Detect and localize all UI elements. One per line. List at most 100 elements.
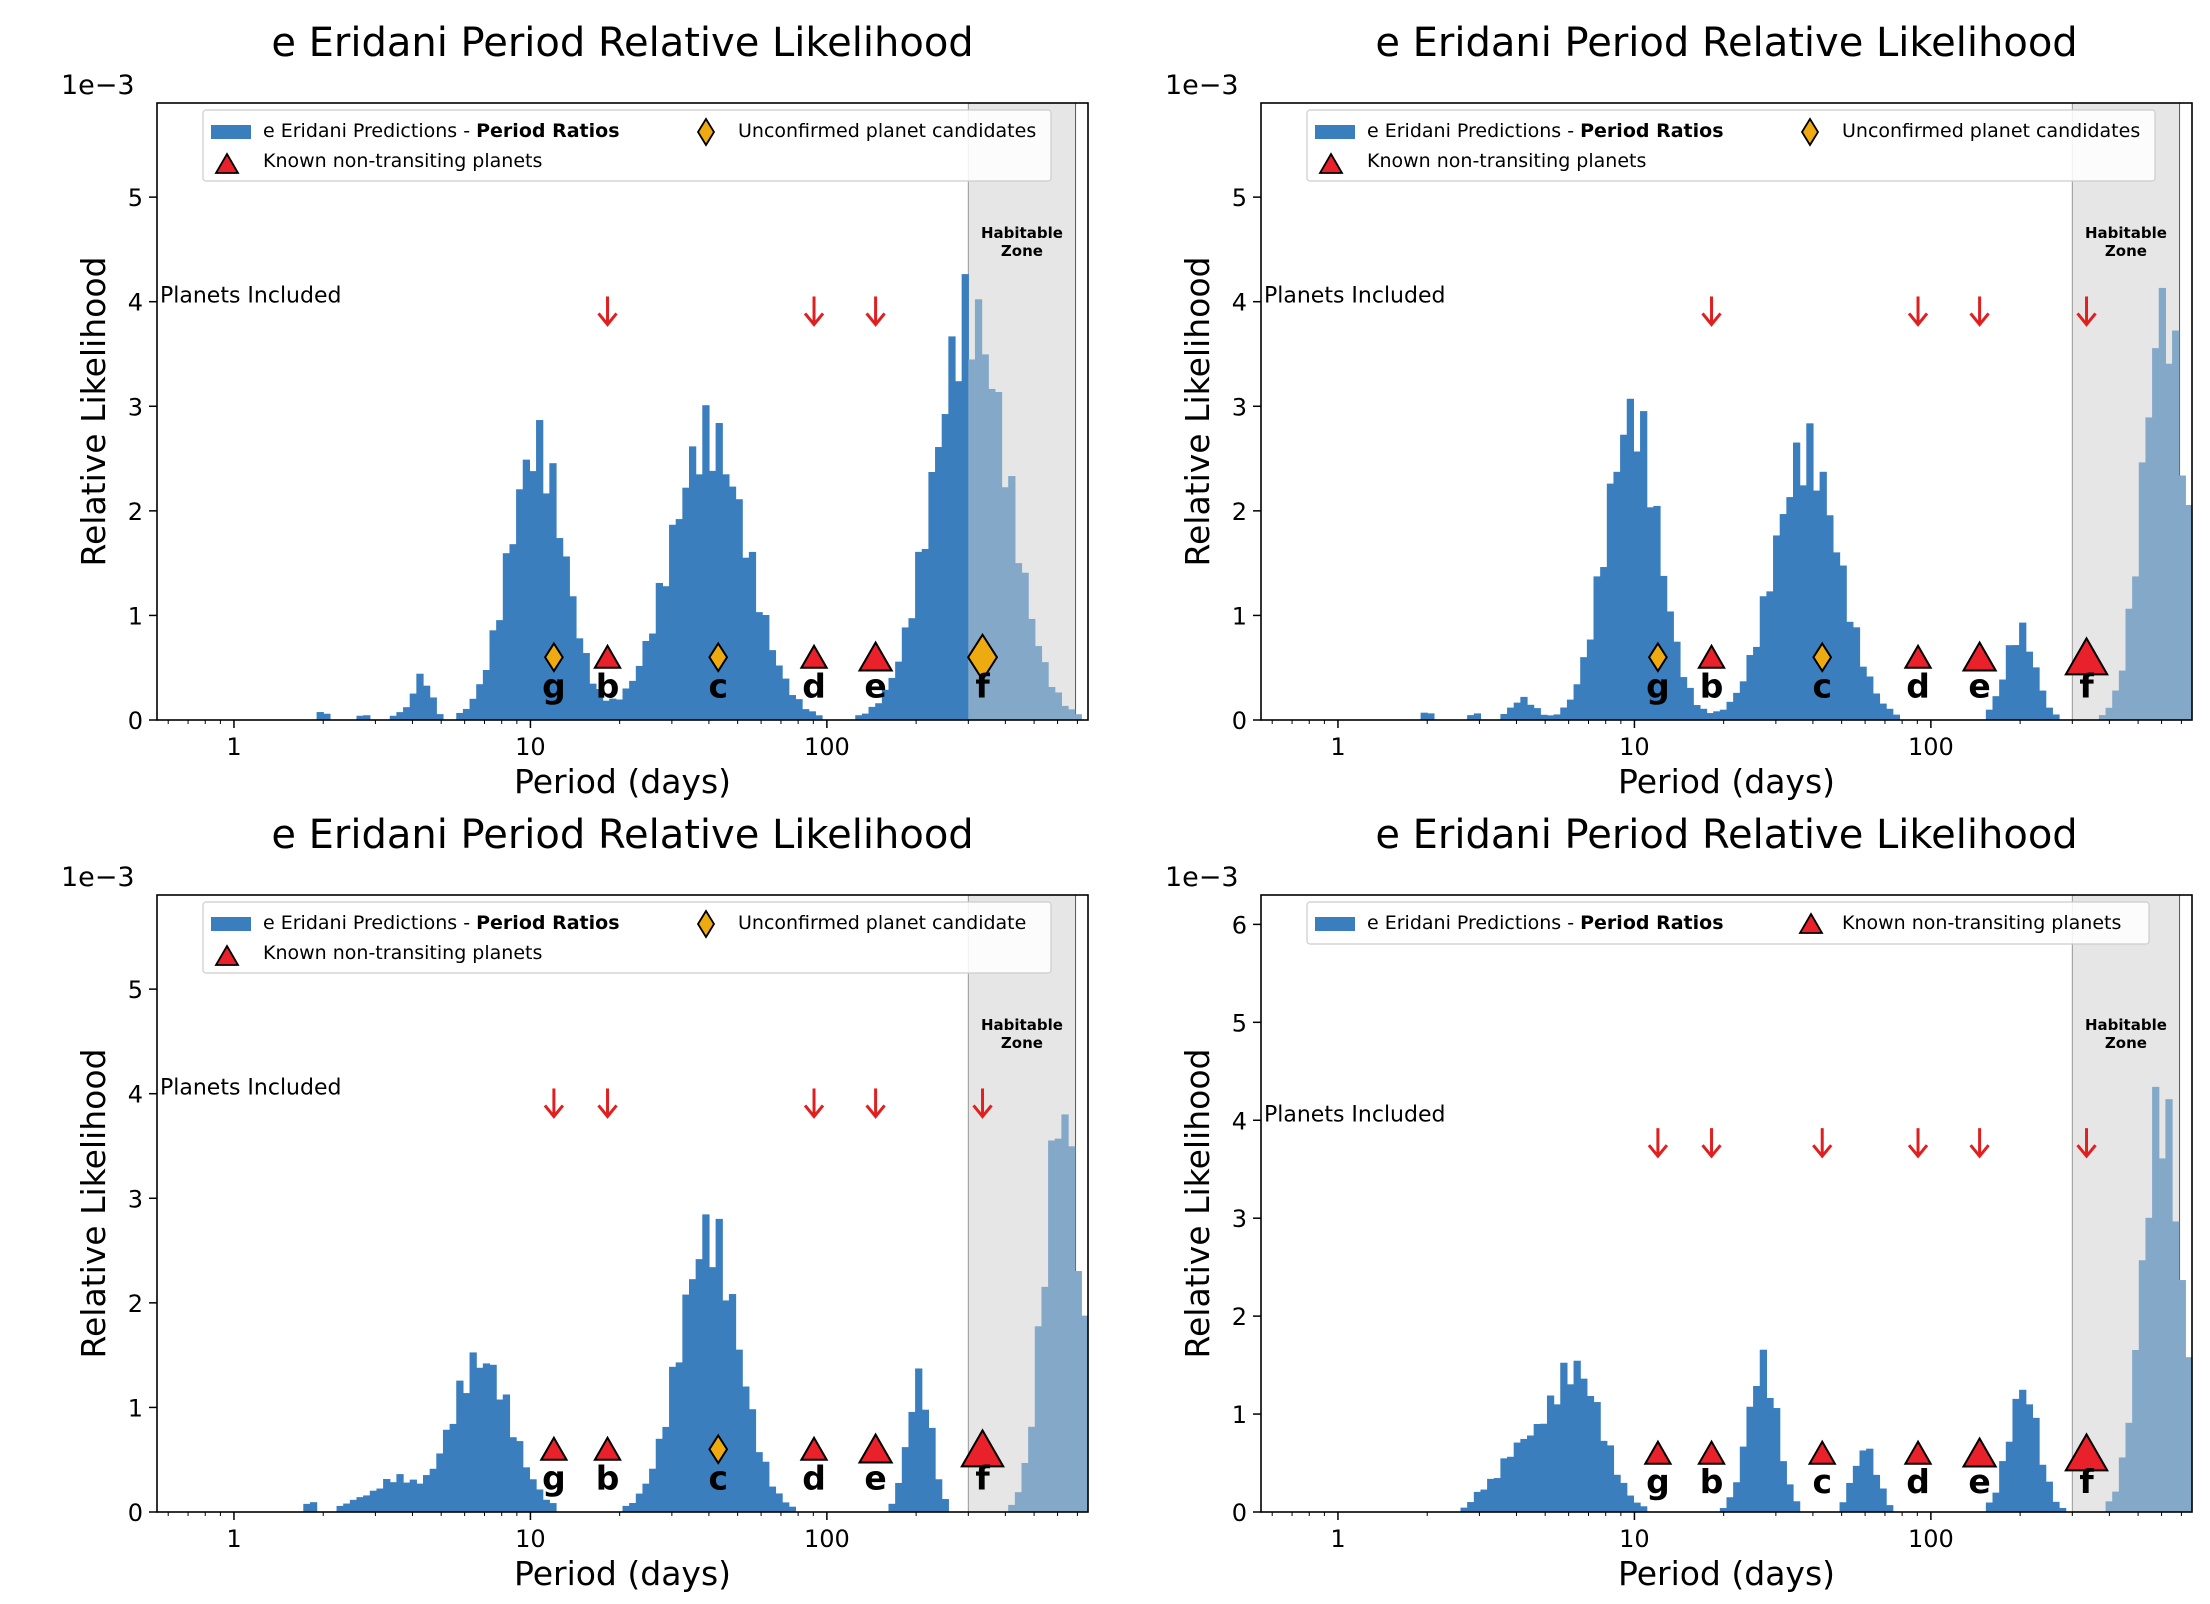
histogram-bar [2052,714,2060,720]
histogram-bar [1553,714,1561,720]
histogram-bar [1034,646,1043,720]
histogram-bar [715,1218,723,1512]
x-tick-label: 10 [515,733,546,761]
histogram-bar [1041,662,1049,720]
histogram-bar [542,493,550,720]
histogram-bar [1540,1423,1548,1512]
x-axis-label: Period (days) [1618,1554,1835,1593]
axes-frame [156,102,1089,721]
histogram-bar [868,706,876,720]
histogram-bar [389,715,397,720]
histogram-bar [516,489,524,720]
histogram-bar [1034,1326,1043,1512]
histogram-bar [1560,707,1568,720]
histogram-bar [928,471,936,720]
planet-triangle-marker [799,1435,829,1461]
planet-diamond-marker [543,641,564,673]
habitable-zone-label: Habitable [981,1016,1063,1034]
histogram-bar [655,582,663,720]
histogram-bar [1500,713,1508,720]
legend-series-text: e Eridani Predictions - [1367,912,1580,934]
legend-triangle-marker [1798,912,1824,934]
histogram-bar [1733,1482,1741,1512]
planet-included-arrow [1701,1128,1722,1159]
histogram-bar [775,665,783,720]
histogram-bar [2112,690,2120,720]
histogram-bar [1546,715,1555,720]
planet-triangle-marker [1807,1439,1837,1465]
legend-box [202,901,1052,974]
histogram-bar [1593,576,1601,720]
histogram-bar [549,1503,557,1512]
arrow-head [803,1104,825,1119]
histogram-bar [2172,330,2180,720]
histogram-bar [1480,1489,1488,1512]
x-tick-label: 100 [1908,1525,1954,1553]
histogram-bar [1014,1492,1023,1512]
y-axis-label: Relative Likelihood [1178,1049,1217,1359]
histogram-bar [502,1394,511,1512]
legend-triangle-marker [214,944,240,966]
planet-triangle-marker [2064,1432,2109,1472]
arrow-head [2076,1144,2097,1159]
planet-label: b [1700,1462,1724,1501]
legend-series-bold: Period Ratios [1580,120,1723,142]
histogram-bar [462,708,471,720]
legend-bar-swatch [211,125,251,139]
histogram-bar [429,1468,437,1512]
histogram-bar [921,1409,929,1512]
x-tick-label: 1 [226,733,241,761]
histogram-bar [2152,1086,2160,1512]
y-tick-label: 3 [128,393,143,421]
legend-series-text: e Eridani Predictions - [263,120,476,142]
habitable-zone-label: Zone [1001,242,1043,260]
x-tick-label: 10 [1619,1525,1650,1553]
histogram-bar [1992,696,2000,720]
histogram-bar [1766,1397,1774,1512]
planet-label: d [1906,666,1930,705]
histogram-bar [423,685,431,720]
histogram-bar [1586,1395,1595,1512]
histogram-bar [2112,1491,2120,1512]
histogram-bar [316,712,324,720]
histogram-bar [502,553,511,720]
planet-included-arrow [597,1088,618,1119]
histogram-bar [1872,1474,1881,1512]
histogram-bar [2032,667,2040,720]
y-tick-label: 4 [1232,1107,1247,1135]
histogram-bar [2012,645,2020,720]
histogram-bar [935,447,943,720]
histogram-bar [436,1453,444,1512]
planet-label: d [802,666,826,705]
histogram-bar [2118,1457,2127,1512]
histogram-bar [642,1483,650,1512]
histogram-bar [1613,1474,1621,1512]
legend-triangle-label: Known non-transiting planets [263,942,542,964]
planet-label: f [975,1458,990,1497]
histogram-bar [436,714,444,720]
histogram-bar [1866,1448,1874,1512]
y-tick-label: 2 [1232,1303,1247,1331]
histogram-bar [1028,618,1036,720]
habitable-zone-label: Zone [1001,1034,1043,1052]
legend-bar-swatch [211,917,251,931]
histogram-bar [1733,692,1741,720]
histogram-bar [722,474,730,720]
x-tick-label: 10 [1619,733,1650,761]
histogram-bar [575,638,584,720]
histogram-bar [389,1482,397,1512]
planet-label: b [1700,666,1724,705]
histogram-bar [1580,1378,1588,1512]
planet-diamond-marker [708,1433,729,1465]
histogram-bar [2025,1404,2033,1512]
arrow-head [1907,1144,1929,1159]
histogram-bar [376,1488,384,1512]
histogram-bar [343,1503,351,1512]
legend: e Eridani Predictions - Period Ratios Kno… [202,901,1052,974]
legend-box [1306,901,2150,945]
chart-panel-1: e Eridani Period Relative Likelihood Habi… [61,20,1089,801]
arrow-head [597,1104,618,1119]
histogram-bar [509,544,517,720]
planet-included-arrow [2076,1128,2097,1159]
histogram-bar [1074,714,1082,720]
